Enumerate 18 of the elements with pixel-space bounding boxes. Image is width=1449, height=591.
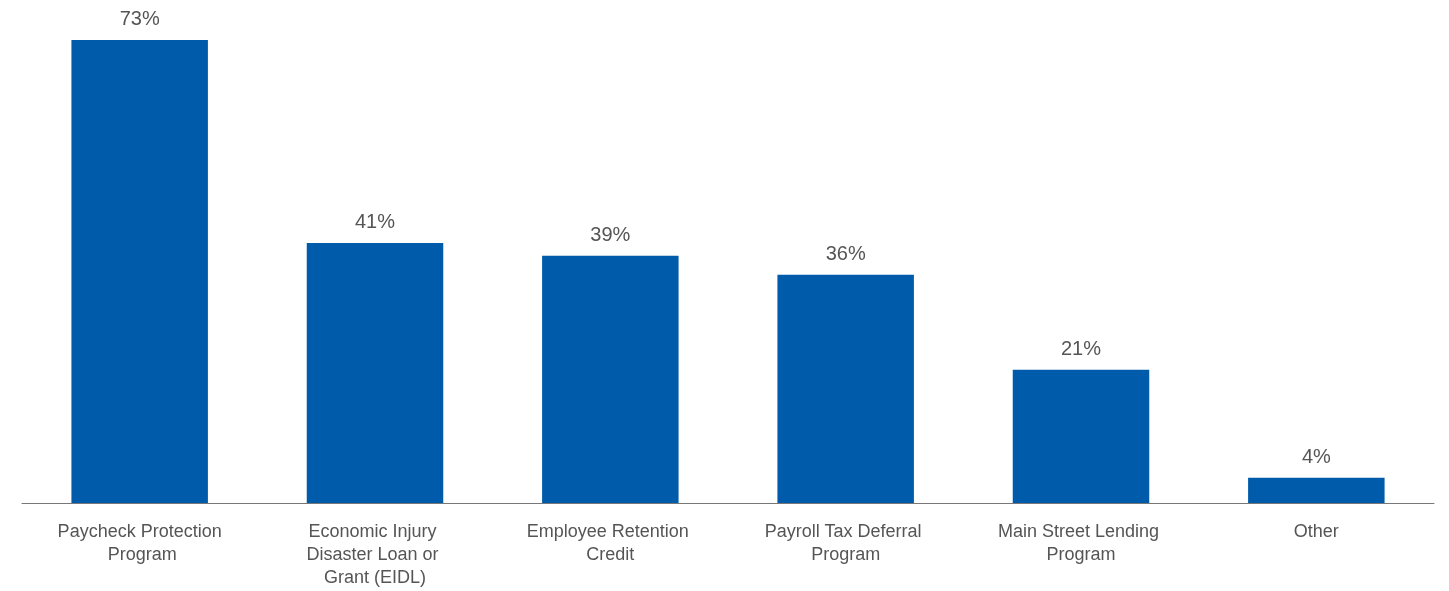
- data-label: 73%: [119, 7, 160, 29]
- bar: [1012, 369, 1150, 503]
- bar: [71, 40, 208, 503]
- x-tick-label: Employee Retention Credit: [526, 520, 694, 564]
- bar: [542, 255, 679, 503]
- data-label: 4%: [1301, 444, 1331, 467]
- x-tick-label: Paycheck Protection Program: [57, 520, 222, 564]
- x-tick-label: Main Street Lending Program: [997, 520, 1165, 564]
- x-tick-label: Economic Injury Disaster Loan or Grant (EIDL): [306, 520, 444, 587]
- x-tick-label: Payroll Tax Deferral Program: [764, 520, 927, 564]
- data-label: 39%: [590, 222, 631, 245]
- x-tick-label: Other: [1293, 520, 1339, 541]
- data-label: 36%: [825, 241, 866, 264]
- bar: [306, 242, 444, 503]
- bar: [777, 274, 914, 503]
- data-label: 41%: [354, 209, 396, 232]
- bar: [1248, 477, 1385, 503]
- data-label: 21%: [1060, 336, 1102, 359]
